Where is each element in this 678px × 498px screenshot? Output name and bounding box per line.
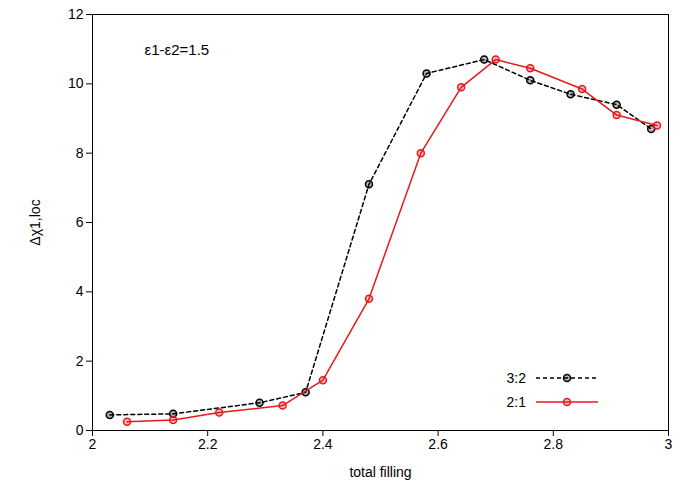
svg-text:6: 6 [76, 214, 84, 230]
svg-text:8: 8 [76, 145, 84, 161]
svg-text:2.8: 2.8 [544, 436, 564, 452]
svg-text:12: 12 [68, 6, 84, 22]
svg-text:2.6: 2.6 [428, 436, 448, 452]
svg-text:3: 3 [665, 436, 673, 452]
svg-text:0: 0 [76, 422, 84, 438]
svg-text:total filling: total filling [349, 464, 411, 480]
svg-text:2.4: 2.4 [313, 436, 333, 452]
svg-text:Δχ1,loc: Δχ1,loc [27, 199, 43, 245]
svg-text:2: 2 [89, 436, 97, 452]
svg-text:4: 4 [76, 283, 84, 299]
svg-text:ε1-ε2=1.5: ε1-ε2=1.5 [145, 41, 210, 58]
svg-text:2: 2 [76, 353, 84, 369]
html-text:2:1: 2:1 [506, 394, 526, 410]
svg-text:10: 10 [68, 75, 84, 91]
html-text:3:2: 3:2 [506, 370, 526, 386]
svg-text:2.2: 2.2 [198, 436, 218, 452]
